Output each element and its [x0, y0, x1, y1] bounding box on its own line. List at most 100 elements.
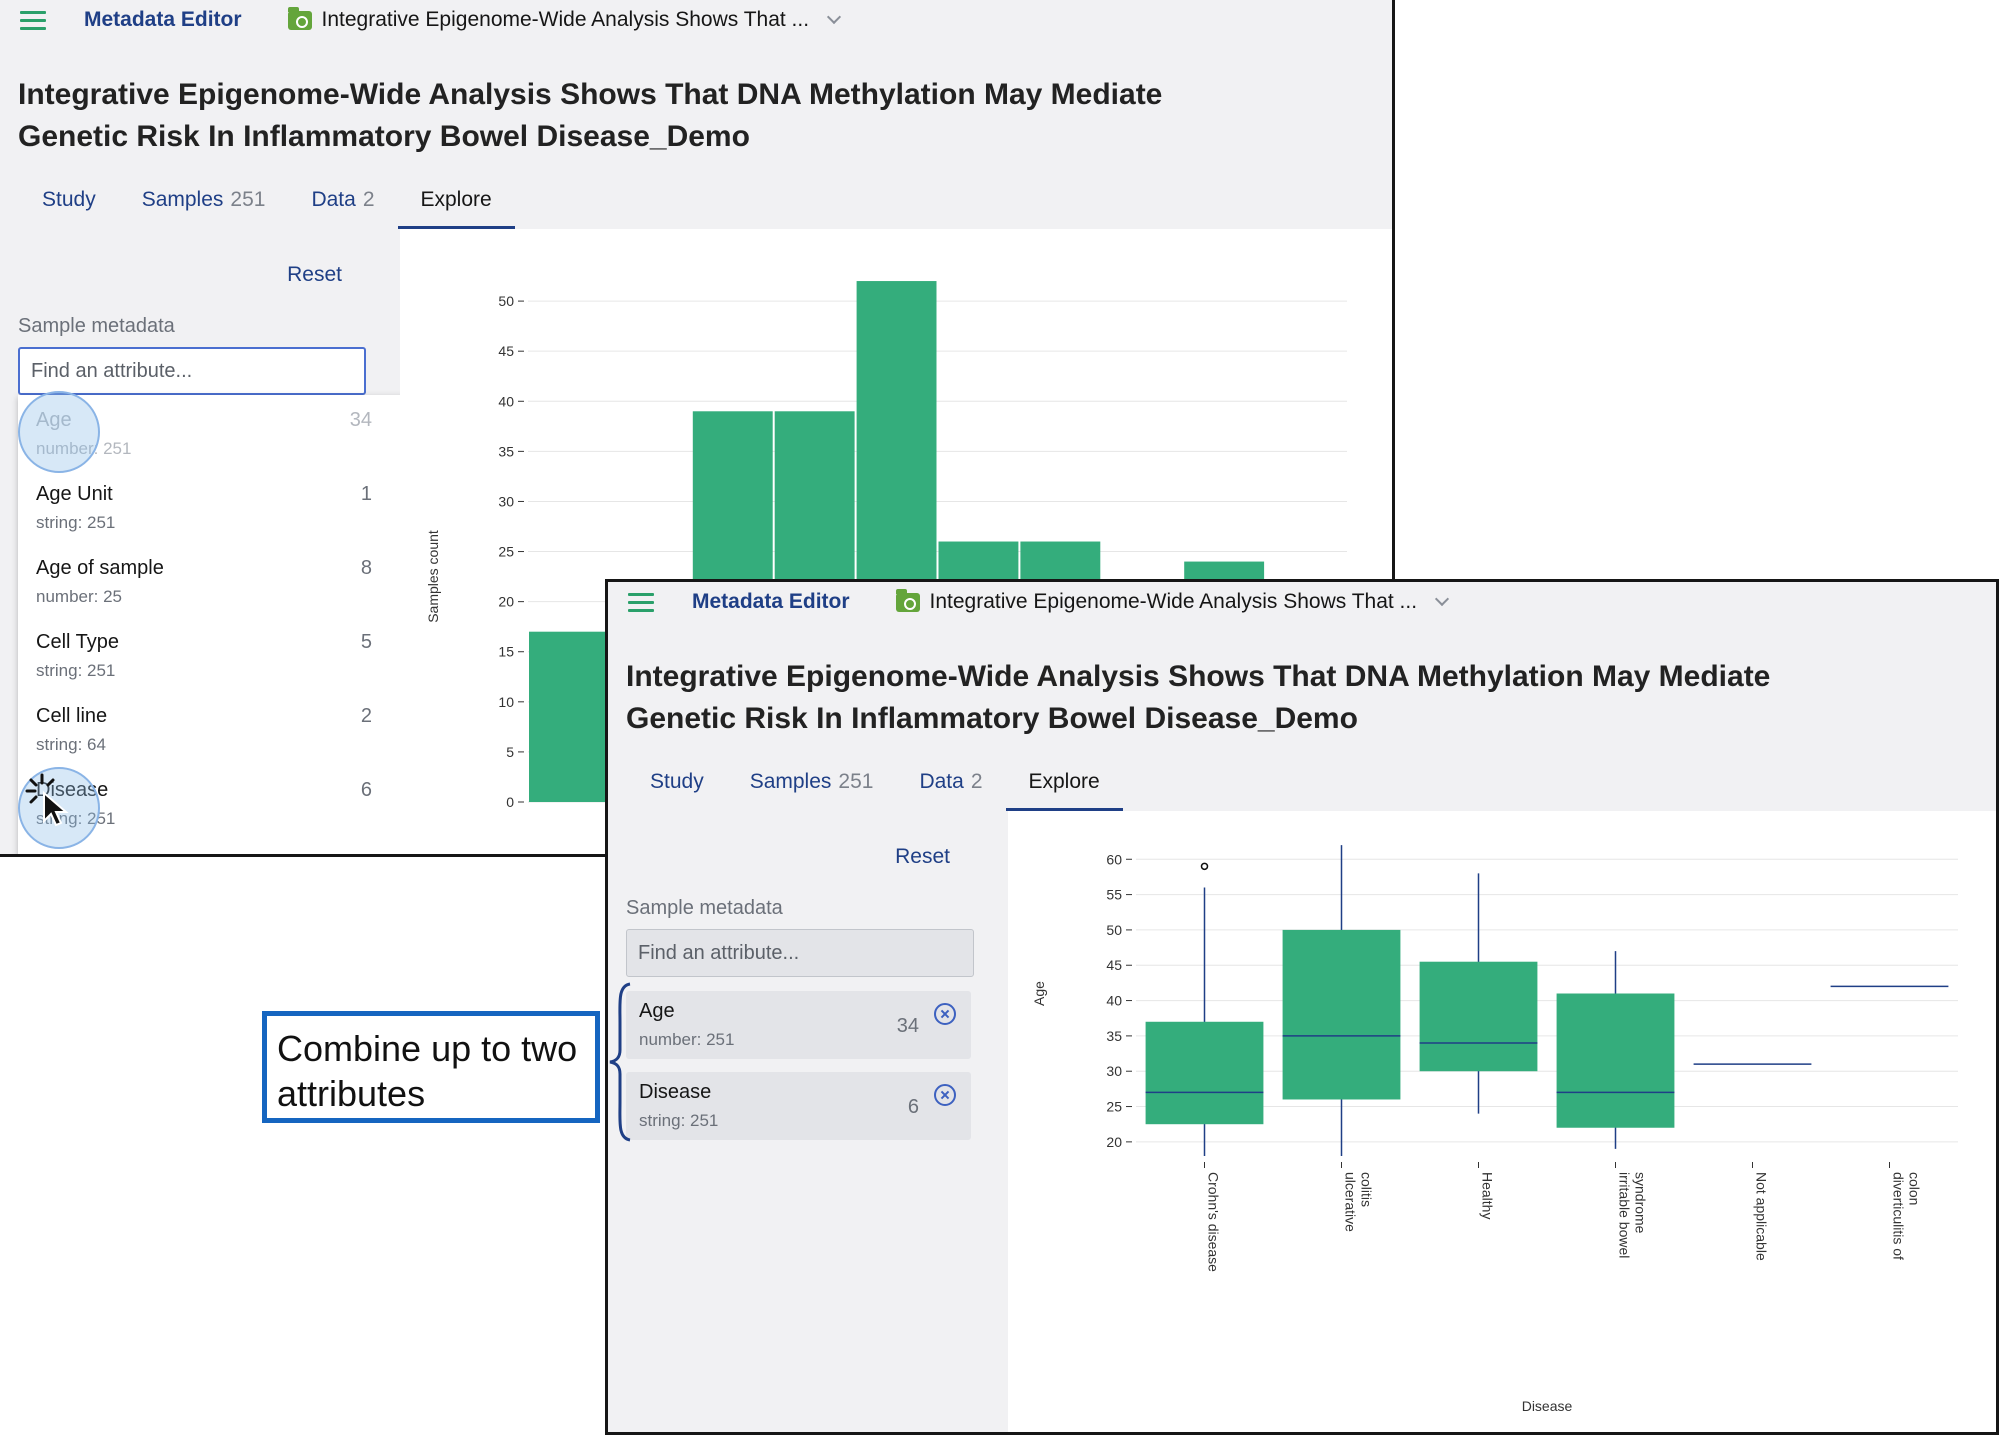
study-breadcrumb[interactable]: Integrative Epigenome-Wide Analysis Show… — [287, 6, 842, 32]
box-series-item — [1419, 873, 1538, 1114]
study-breadcrumb[interactable]: Integrative Epigenome-Wide Analysis Show… — [895, 588, 1450, 614]
y-tick-label: 35 — [1106, 1028, 1122, 1044]
x-tick-label: diverticulitis ofcolon — [1891, 1172, 1923, 1260]
attribute-option-disease[interactable]: Disease string: 251 6 — [18, 765, 404, 839]
tab-label: Samples — [749, 770, 832, 793]
attribute-name: Cell Type — [36, 631, 120, 653]
attribute-count: 1 — [360, 483, 372, 505]
x-tick-label-line: irritable bowel — [1617, 1172, 1633, 1258]
attribute-type: string: 251 — [36, 513, 116, 532]
attribute-name: Age — [639, 1000, 675, 1022]
y-tick-label: 15 — [498, 644, 514, 660]
tab-label: Study — [42, 188, 96, 211]
y-tick-label: 50 — [498, 293, 514, 309]
attribute-search-input[interactable] — [18, 347, 366, 395]
y-tick-label: 25 — [498, 544, 514, 560]
x-tick-label: Not applicable — [1754, 1172, 1770, 1261]
attribute-name: Disease — [639, 1081, 712, 1103]
x-tick-label: Crohn's disease — [1206, 1172, 1222, 1272]
attribute-count: 34 — [349, 409, 372, 431]
tab-count: 2 — [970, 770, 983, 793]
study-folder-icon — [895, 588, 920, 612]
tab-label: Samples — [141, 188, 224, 211]
y-tick-label: 25 — [1106, 1099, 1122, 1115]
sample-metadata-label: Sample metadata — [18, 315, 175, 337]
tab-explore[interactable]: Explore — [397, 171, 515, 229]
age-by-disease-boxplot: 20 25 30 35 40 45 50 55 60 Age Crohn's disease ulce… — [1031, 845, 1958, 1414]
tab-study[interactable]: Study — [0, 171, 119, 229]
attribute-count: 5 — [360, 631, 372, 653]
tab-study[interactable]: Study — [608, 753, 727, 811]
y-axis-label: Samples count — [425, 530, 441, 623]
x-tick-label: irritable bowelsyndrome — [1617, 1172, 1649, 1258]
attribute-type: number: 25 — [36, 587, 122, 606]
attribute-option-age[interactable]: Age number: 251 34 — [18, 395, 404, 469]
x-tick-label-line: ulcerative — [1343, 1172, 1359, 1232]
boxplot-chart-panel: 20 25 30 35 40 45 50 55 60 Age Crohn's disease ulce… — [1008, 811, 1996, 1432]
attribute-count: 6 — [907, 1096, 919, 1118]
page-title: Integrative Epigenome-Wide Analysis Show… — [626, 660, 1771, 735]
attribute-type: string: 251 — [36, 809, 116, 828]
y-tick-label: 10 — [498, 694, 514, 710]
x-tick-label: ulcerativecolitis — [1343, 1172, 1375, 1232]
y-tick-label: 60 — [1106, 851, 1122, 867]
attribute-dropdown-list[interactable]: Age number: 251 34 Age Unit string: 251 … — [18, 395, 424, 854]
attribute-option-age-unit[interactable]: Age Unit string: 251 1 — [18, 469, 404, 543]
tab-data[interactable]: Data 2 — [896, 753, 1005, 811]
attribute-option-cell-type[interactable]: Cell Type string: 251 5 — [18, 617, 404, 691]
tab-label: Study — [650, 770, 704, 793]
box-outlier — [1200, 862, 1209, 871]
study-breadcrumb-label: Integrative Epigenome-Wide Analysis Show… — [929, 590, 1418, 613]
x-tick-label: Healthy — [1480, 1172, 1496, 1219]
y-tick-label: 45 — [498, 343, 514, 359]
tab-samples[interactable]: Samples 251 — [119, 171, 289, 229]
selected-attribute-age[interactable]: Age number: 251 34 — [626, 991, 971, 1059]
y-tick-label: 30 — [1106, 1063, 1122, 1079]
tab-data[interactable]: Data 2 — [288, 171, 397, 229]
selected-attribute-disease[interactable]: Disease string: 251 6 — [626, 1072, 971, 1140]
attribute-count: 8 — [360, 557, 372, 579]
attribute-name: Age of sample — [36, 557, 164, 579]
box-body — [1556, 993, 1675, 1128]
box-series-item — [1556, 951, 1675, 1149]
study-header: Integrative Epigenome-Wide Analysis Show… — [0, 40, 1392, 229]
y-tick-label: 20 — [498, 594, 514, 610]
reset-button[interactable]: Reset — [287, 263, 342, 286]
box-series-item — [1282, 845, 1401, 1156]
study-header: Integrative Epigenome-Wide Analysis Show… — [608, 622, 1996, 811]
remove-circle-icon[interactable] — [934, 1003, 956, 1025]
tab-samples[interactable]: Samples 251 — [727, 753, 897, 811]
sample-metadata-label: Sample metadata — [626, 897, 783, 919]
tab-count: 251 — [838, 770, 874, 793]
metadata-sidebar: Reset Sample metadata Age number: 251 34… — [608, 811, 1008, 1432]
hamburger-menu-icon[interactable] — [20, 10, 46, 30]
app-name[interactable]: Metadata Editor — [692, 590, 850, 613]
explore-window-boxplot: Metadata Editor Integrative Epigenome-Wi… — [605, 579, 1999, 1435]
x-tick-label-line: Not applicable — [1754, 1172, 1770, 1261]
chevron-down-icon[interactable] — [1434, 591, 1450, 607]
app-name[interactable]: Metadata Editor — [84, 8, 242, 31]
attribute-search-input[interactable] — [626, 929, 974, 977]
tab-bar: Study Samples 251 Data 2 Explore — [608, 753, 1123, 811]
attribute-option-cell-line[interactable]: Cell line string: 64 2 — [18, 691, 404, 765]
remove-circle-icon[interactable] — [934, 1084, 956, 1106]
attribute-name: Age — [36, 409, 72, 431]
x-tick-label-line: Crohn's disease — [1206, 1172, 1222, 1272]
callout-text: Combine up to two attributes — [277, 1028, 578, 1114]
reset-button[interactable]: Reset — [895, 845, 950, 868]
tab-label: Data — [311, 188, 356, 211]
y-tick-label: 50 — [1106, 922, 1122, 938]
top-bar: Metadata Editor Integrative Epigenome-Wi… — [0, 0, 1392, 40]
chevron-down-icon[interactable] — [826, 9, 842, 25]
attribute-option-age-of-sample[interactable]: Age of sample number: 25 8 — [18, 543, 404, 617]
tab-explore[interactable]: Explore — [1005, 753, 1123, 811]
box-body — [1145, 1021, 1264, 1125]
y-tick-label: 35 — [498, 443, 514, 459]
y-tick-label: 55 — [1106, 887, 1122, 903]
x-tick-label-line: Healthy — [1480, 1172, 1496, 1219]
annotation-callout: Combine up to two attributes — [262, 1011, 600, 1123]
x-tick-label-line: colon — [1907, 1172, 1923, 1205]
study-breadcrumb-label: Integrative Epigenome-Wide Analysis Show… — [321, 8, 810, 31]
box-body — [1419, 961, 1538, 1072]
hamburger-menu-icon[interactable] — [628, 592, 654, 612]
